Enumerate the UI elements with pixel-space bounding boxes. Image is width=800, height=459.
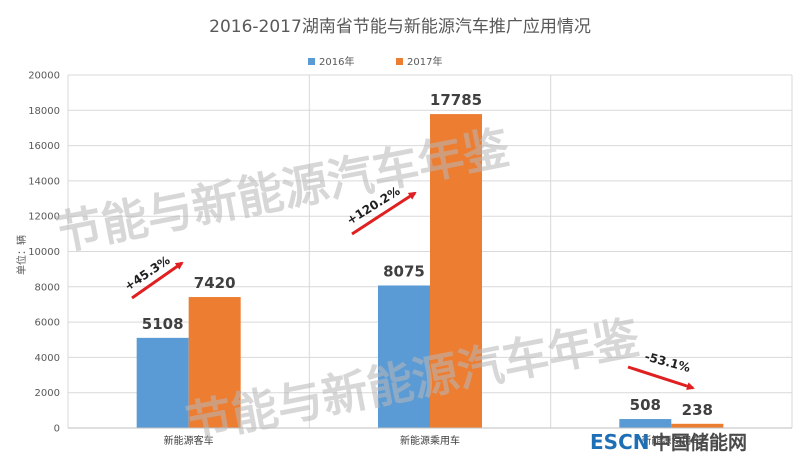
y-tick-label: 18000	[28, 106, 60, 117]
bar-2016	[378, 285, 430, 428]
bar-2016	[136, 337, 189, 428]
y-tick-label: 6000	[35, 318, 60, 329]
bar-2017	[671, 423, 724, 428]
y-tick-label: 0	[54, 424, 60, 435]
y-axis-label: 单位：辆	[15, 235, 28, 275]
logo-suffix: 中国储能网	[652, 431, 747, 454]
change-arrow	[351, 191, 417, 236]
change-arrow	[131, 261, 184, 300]
data-label: 5108	[142, 315, 184, 333]
y-tick-label: 20000	[28, 71, 60, 82]
y-tick-label: 14000	[28, 176, 60, 187]
bar-2017	[188, 297, 241, 428]
data-label: 17785	[430, 91, 482, 109]
data-label: 7420	[194, 274, 236, 292]
y-tick-label: 12000	[28, 212, 60, 223]
escn-logo: ESCN 中国储能网	[590, 430, 747, 454]
y-tick-label: 10000	[28, 247, 60, 258]
y-tick-label: 16000	[28, 141, 60, 152]
legend-swatch	[308, 58, 315, 65]
y-tick-label: 8000	[35, 282, 60, 293]
change-arrow	[627, 365, 695, 390]
x-tick-label: 新能源客车	[164, 434, 214, 447]
logo-prefix: ESCN	[590, 430, 649, 454]
bar-2016	[619, 419, 672, 428]
bars	[136, 114, 724, 428]
legend-swatch	[396, 58, 403, 65]
x-axis: 新能源客车 新能源乘用车 新能源专用车	[68, 427, 792, 447]
y-tick-label: 2000	[35, 388, 60, 399]
legend-label: 2016年	[319, 55, 354, 68]
y-axis: 0 2000 4000 6000 8000 10000 12000 14000 16000 180…	[28, 71, 60, 435]
data-label: 238	[682, 401, 713, 419]
change-percent: -53.1%	[643, 349, 692, 375]
data-label: 8075	[383, 262, 425, 280]
chart-title: 2016-2017湖南省节能与新能源汽车推广应用情况	[209, 17, 591, 37]
data-label: 508	[630, 396, 661, 414]
legend: 2016年 2017年	[308, 55, 442, 68]
x-tick-label: 新能源专用车	[641, 434, 701, 447]
legend-label: 2017年	[407, 55, 442, 68]
x-tick-label: 新能源乘用车	[400, 434, 460, 447]
data-labels: 5108 7420 8075 17785 508 238	[142, 91, 713, 419]
y-tick-label: 4000	[35, 353, 60, 364]
bar-2017	[430, 114, 482, 428]
